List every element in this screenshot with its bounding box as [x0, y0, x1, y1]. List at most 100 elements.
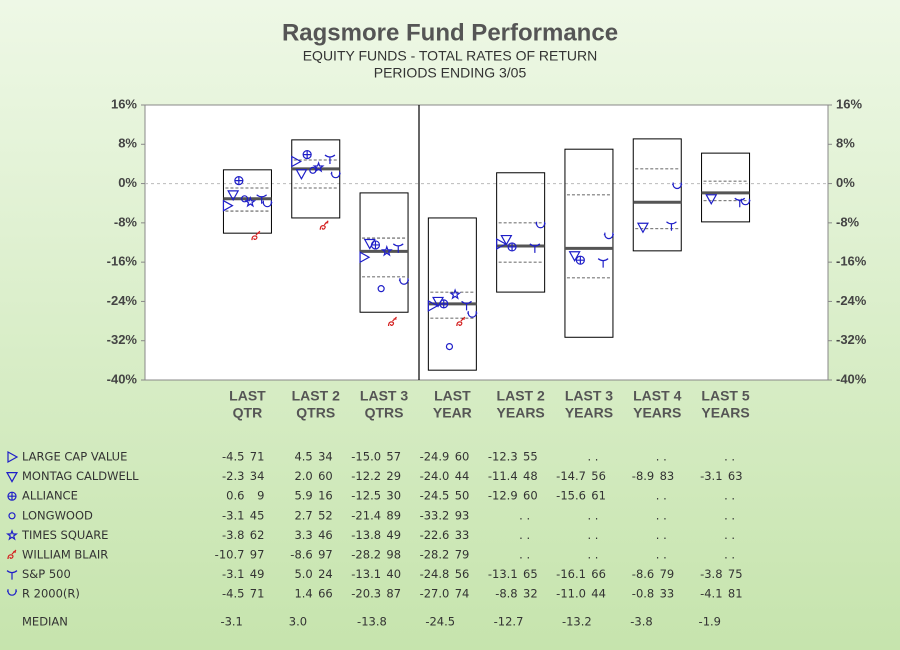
fund-marker [734, 197, 746, 208]
rank-cell: 79 [660, 567, 675, 581]
value-cell: -33.2 [420, 508, 450, 522]
x-tick-label: YEARS [701, 405, 749, 421]
value-cell: -12.5 [351, 489, 381, 503]
fund-marker [500, 234, 513, 246]
rank-cell: 60 [523, 489, 538, 503]
rank-cell: 75 [728, 567, 743, 581]
value-cell: -4.1 [700, 587, 722, 601]
value-cell: -22.6 [420, 528, 450, 542]
fund-marker [302, 150, 312, 160]
value-cell: -20.3 [351, 587, 381, 601]
fund-marker [398, 278, 409, 285]
rank-cell: 16 [318, 489, 333, 503]
missing-cell: . . [587, 548, 598, 562]
fund-marker [234, 176, 244, 186]
value-cell: -13.1 [351, 567, 381, 581]
fund-marker [568, 251, 581, 262]
fund-marker [222, 199, 234, 212]
value-cell: -16.1 [556, 567, 586, 581]
rank-cell: 81 [728, 587, 743, 601]
rank-cell: 60 [455, 450, 470, 464]
fund-marker [262, 200, 273, 208]
rank-cell: 98 [386, 548, 401, 562]
fund-marker [392, 243, 404, 253]
rank-cell: 55 [523, 450, 538, 464]
value-cell: 3.3 [294, 528, 312, 542]
value-cell: -3.1 [222, 508, 244, 522]
fund-marker [705, 194, 718, 206]
missing-cell: . . [587, 450, 598, 464]
fund-marker [449, 288, 462, 300]
fund-marker [603, 232, 614, 240]
x-tick-label: LAST [229, 388, 266, 404]
value-cell: -13.1 [488, 567, 518, 581]
value-cell: -10.7 [215, 548, 245, 562]
missing-cell: . . [656, 508, 667, 522]
value-cell: -11.0 [556, 587, 586, 601]
legend-symbol [7, 589, 17, 596]
value-cell: -3.1 [700, 469, 722, 483]
value-cell: -0.8 [632, 587, 654, 601]
value-cell: 1.4 [294, 587, 312, 601]
y-tick-label: 16% [111, 96, 137, 111]
fund-marker [256, 194, 268, 204]
rank-cell: 52 [318, 508, 333, 522]
rank-cell: 9 [257, 489, 264, 503]
y2-tick-label: -24% [836, 293, 867, 308]
legend-symbol [8, 512, 16, 520]
value-cell: -3.8 [700, 567, 722, 581]
x-tick-label: LAST 2 [497, 388, 545, 404]
value-cell: -12.9 [488, 489, 518, 503]
x-tick-label: YEARS [633, 405, 681, 421]
fund-marker [740, 198, 751, 206]
value-cell: -24.5 [420, 489, 450, 503]
missing-cell: . . [519, 548, 530, 562]
fund-marker [529, 243, 541, 253]
median-cell: 3.0 [289, 615, 307, 629]
y2-tick-label: 16% [836, 96, 862, 111]
legend-label: LARGE CAP VALUE [22, 450, 127, 464]
missing-cell: . . [724, 548, 735, 562]
rank-cell: 44 [455, 469, 470, 483]
missing-cell: . . [724, 450, 735, 464]
value-cell: -27.0 [420, 587, 450, 601]
fund-marker [319, 220, 329, 230]
fund-marker [244, 195, 257, 208]
rank-cell: 34 [250, 469, 265, 483]
value-cell: -14.7 [556, 469, 586, 483]
missing-cell: . . [519, 508, 530, 522]
x-tick-label: QTRS [296, 405, 335, 421]
rank-cell: 61 [591, 489, 606, 503]
value-cell: -12.3 [488, 450, 518, 464]
fund-marker [370, 240, 381, 250]
x-tick-label: QTR [233, 405, 263, 421]
fund-marker [535, 221, 546, 229]
rank-cell: 49 [250, 567, 265, 581]
missing-cell: . . [519, 528, 530, 542]
missing-cell: . . [724, 508, 735, 522]
legend-label: TIMES SQUARE [21, 528, 108, 542]
rank-cell: 30 [386, 489, 401, 503]
chart-subtitle: EQUITY FUNDS - TOTAL RATES OF RETURN [303, 48, 598, 64]
y-tick-label: -16% [107, 254, 138, 269]
fund-marker [456, 316, 466, 327]
rank-cell: 45 [250, 508, 265, 522]
value-cell: -2.3 [222, 469, 244, 483]
value-cell: -12.2 [351, 469, 381, 483]
median-row-label: MEDIAN [22, 615, 68, 629]
median-cell: -12.7 [494, 615, 524, 629]
legend-symbol [6, 529, 18, 541]
rank-cell: 65 [523, 567, 538, 581]
range-box [496, 172, 546, 293]
rank-cell: 66 [591, 567, 606, 581]
median-cell: -1.9 [699, 615, 721, 629]
fund-marker [240, 195, 249, 203]
x-tick-label: LAST 3 [565, 388, 613, 404]
rank-cell: 40 [386, 567, 401, 581]
value-cell: -21.4 [351, 508, 381, 522]
range-box [701, 152, 751, 223]
chart-title: Ragsmore Fund Performance [282, 19, 618, 46]
rank-cell: 79 [455, 548, 470, 562]
fund-marker [636, 222, 649, 234]
